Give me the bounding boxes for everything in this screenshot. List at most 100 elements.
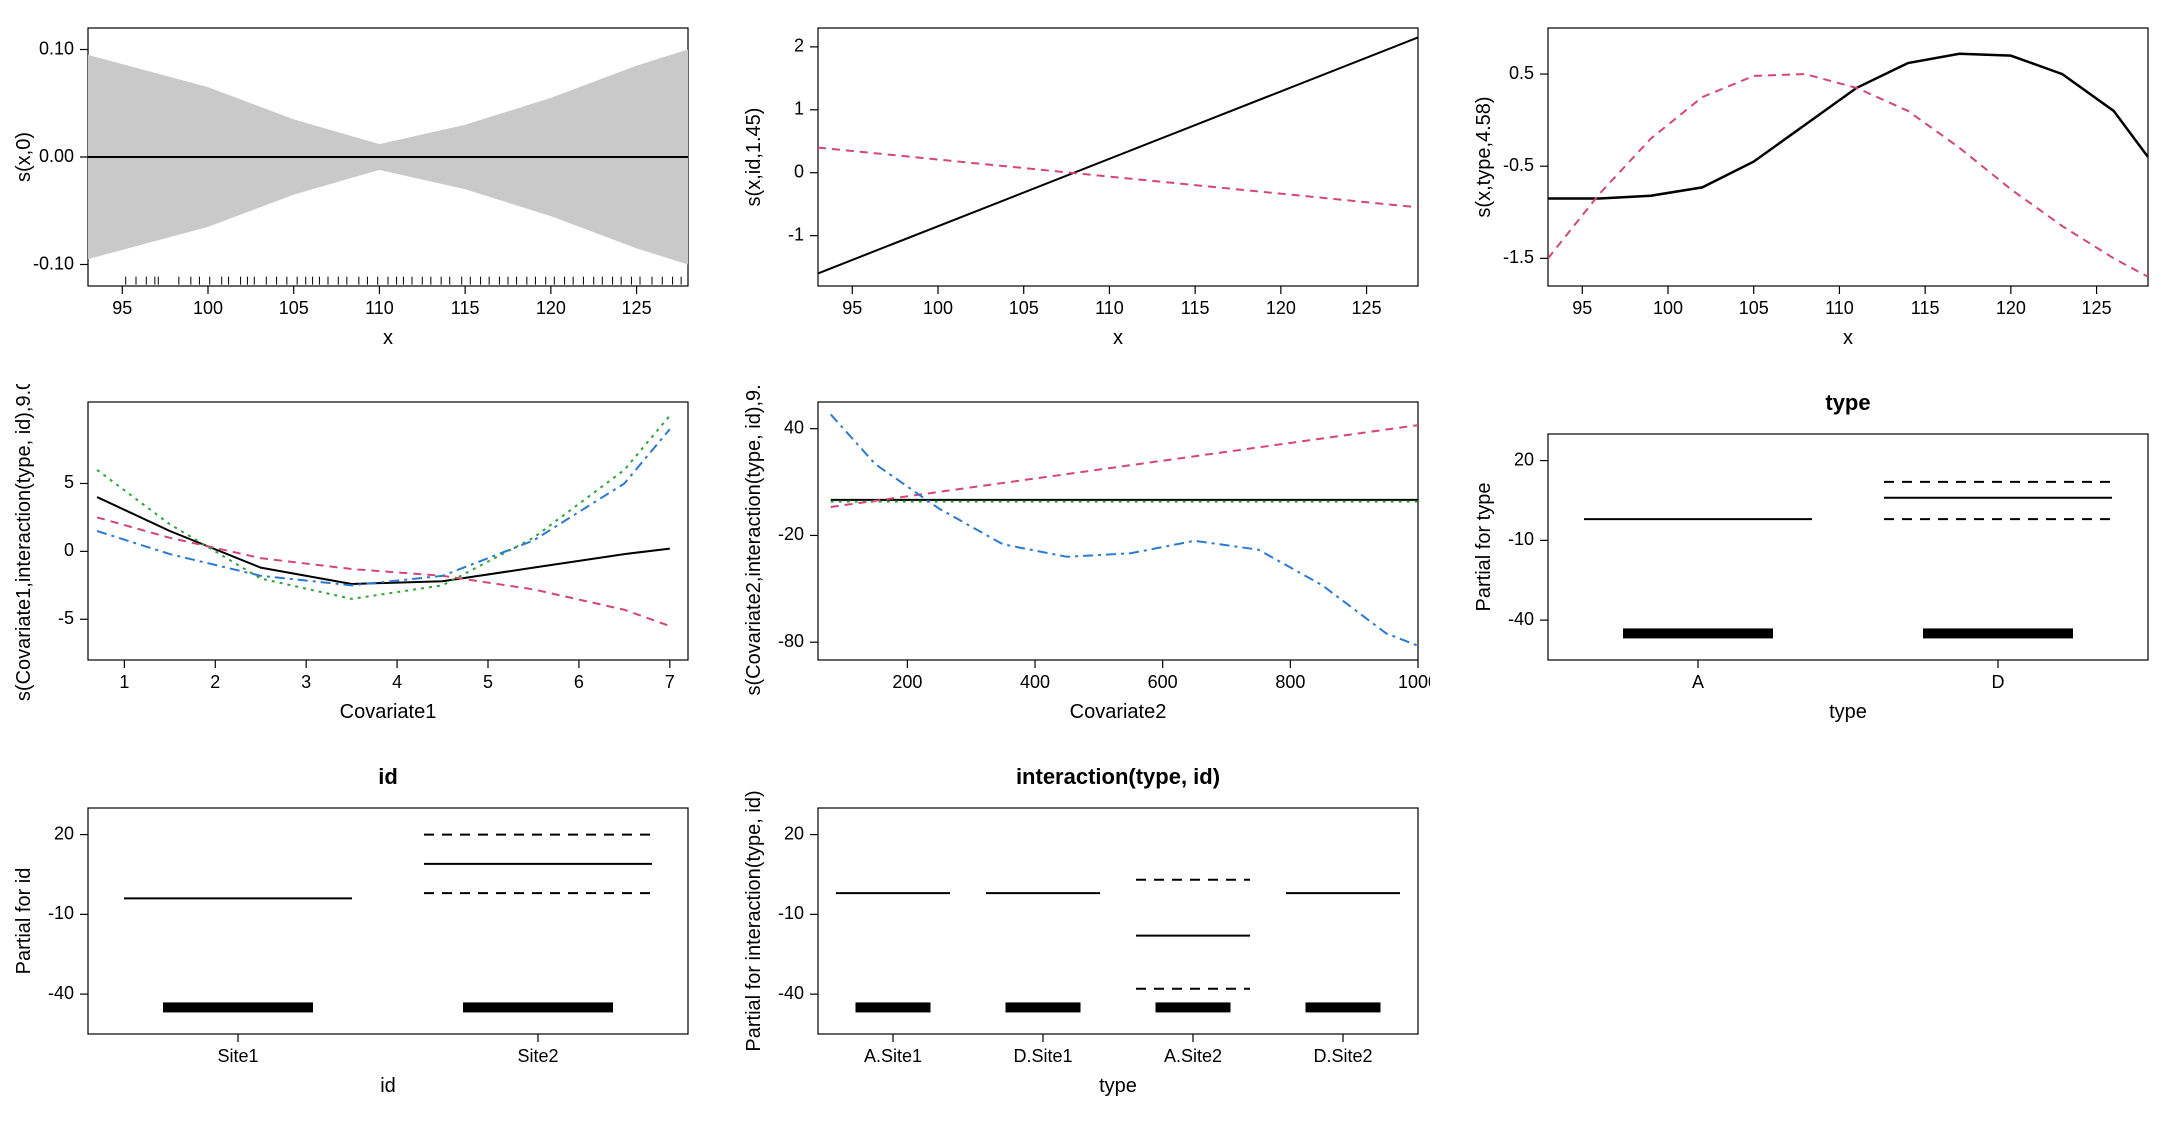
ytick-label: 20 xyxy=(784,823,804,843)
ytick-label: 0.5 xyxy=(1509,63,1534,83)
ylabel: Partial for interaction(type, id) xyxy=(743,790,765,1051)
factor-rug xyxy=(1156,1002,1231,1012)
series-3 xyxy=(97,429,670,585)
xtick-label: 1 xyxy=(119,672,129,692)
xtick-label: D.Site1 xyxy=(1013,1046,1072,1066)
plot-box xyxy=(818,808,1418,1034)
xlabel: id xyxy=(380,1075,396,1097)
xtick-label: 95 xyxy=(842,298,862,318)
xlabel: type xyxy=(1829,701,1867,723)
xtick-label: 800 xyxy=(1275,672,1305,692)
xtick-label: 115 xyxy=(1911,298,1940,318)
plot-title: type xyxy=(1825,390,1870,415)
factor-rug xyxy=(1006,1002,1081,1012)
ylabel: s(x,0) xyxy=(13,132,35,182)
xtick-label: 95 xyxy=(112,298,132,318)
ytick-label: -1 xyxy=(788,224,804,244)
xtick-label: 125 xyxy=(1352,298,1382,318)
plot-title: interaction(type, id) xyxy=(1016,764,1220,789)
ytick-label: -1.5 xyxy=(1503,247,1534,267)
factor-rug xyxy=(163,1002,313,1012)
xlabel: Covariate1 xyxy=(340,701,437,723)
ytick-label: -10 xyxy=(48,903,74,923)
series-2 xyxy=(97,416,670,599)
plot-p6: type-40-1020ADtypePartial for type xyxy=(1470,384,2160,738)
plot-p2: -101295100105110115120125xs(x,id,1.45) xyxy=(740,10,1430,364)
panel-p1: -0.100.000.1095100105110115120125xs(x,0) xyxy=(10,10,700,364)
ytick-label: -40 xyxy=(48,983,74,1003)
xtick-label: 110 xyxy=(365,298,394,318)
series-0 xyxy=(818,37,1418,273)
panel-p5: -80-20402004006008001000Covariate2s(Cova… xyxy=(740,384,1430,738)
ylabel: Partial for id xyxy=(13,868,35,975)
xtick-label: 105 xyxy=(279,298,309,318)
ylabel: Partial for type xyxy=(1473,483,1495,612)
ytick-label: 1 xyxy=(794,99,804,119)
xtick-label: 115 xyxy=(451,298,480,318)
series-1 xyxy=(1548,74,2148,277)
ytick-label: -0.5 xyxy=(1503,155,1534,175)
ytick-label: 40 xyxy=(784,417,804,437)
series-0 xyxy=(1548,54,2148,199)
plot-box xyxy=(818,402,1418,660)
ytick-label: 0.00 xyxy=(39,146,74,166)
ytick-label: 0 xyxy=(64,540,74,560)
ytick-label: 20 xyxy=(1514,449,1534,469)
ylabel: s(Covariate2,interaction(type, id),9.8) xyxy=(743,384,765,696)
plot-box xyxy=(1548,28,2148,286)
xtick-label: 120 xyxy=(1266,298,1296,318)
factor-rug xyxy=(1923,628,2073,638)
factor-rug xyxy=(856,1002,931,1012)
xtick-label: 6 xyxy=(574,672,584,692)
xtick-label: A.Site1 xyxy=(864,1046,922,1066)
plot-box xyxy=(88,402,688,660)
xtick-label: 1000 xyxy=(1398,672,1430,692)
xtick-label: A.Site2 xyxy=(1164,1046,1222,1066)
ytick-label: 0.10 xyxy=(39,38,74,58)
ytick-label: -10 xyxy=(1508,529,1534,549)
plot-p1: -0.100.000.1095100105110115120125xs(x,0) xyxy=(10,10,700,364)
xlabel: x xyxy=(1843,327,1853,349)
xtick-label: 95 xyxy=(1572,298,1592,318)
ytick-label: -80 xyxy=(778,631,804,651)
series-1 xyxy=(97,517,670,626)
ytick-label: 20 xyxy=(54,823,74,843)
factor-rug xyxy=(1306,1002,1381,1012)
xtick-label: 5 xyxy=(483,672,493,692)
xtick-label: 4 xyxy=(392,672,402,692)
factor-rug xyxy=(1623,628,1773,638)
ylabel: s(x,id,1.45) xyxy=(743,108,765,207)
xtick-label: 7 xyxy=(665,672,675,692)
panel-p6: type-40-1020ADtypePartial for type xyxy=(1470,384,2160,738)
ytick-label: -0.10 xyxy=(33,253,74,273)
xtick-label: 100 xyxy=(923,298,953,318)
xtick-label: 125 xyxy=(2082,298,2112,318)
ytick-label: -10 xyxy=(778,903,804,923)
xtick-label: 2 xyxy=(210,672,220,692)
plot-p4: -5051234567Covariate1s(Covariate1,intera… xyxy=(10,384,700,738)
xtick-label: D.Site2 xyxy=(1313,1046,1372,1066)
xtick-label: A xyxy=(1692,672,1704,692)
panel-p3: -1.5-0.50.595100105110115120125xs(x,type… xyxy=(1470,10,2160,364)
panel-p8: interaction(type, id)-40-1020A.Site1D.Si… xyxy=(740,758,1430,1112)
ytick-label: -5 xyxy=(58,608,74,628)
plot-box xyxy=(1548,434,2148,660)
series-1 xyxy=(818,148,1418,208)
series-3 xyxy=(831,414,1418,645)
xtick-label: Site2 xyxy=(517,1046,558,1066)
xlabel: x xyxy=(383,327,393,349)
xtick-label: 3 xyxy=(301,672,311,692)
plot-p8: interaction(type, id)-40-1020A.Site1D.Si… xyxy=(740,758,1430,1112)
ylabel: s(x,type,4.58) xyxy=(1473,96,1495,217)
xtick-label: 600 xyxy=(1148,672,1178,692)
ytick-label: -40 xyxy=(1508,609,1534,629)
ytick-label: -20 xyxy=(778,524,804,544)
xlabel: x xyxy=(1113,327,1123,349)
plot-p3: -1.5-0.50.595100105110115120125xs(x,type… xyxy=(1470,10,2160,364)
xtick-label: 120 xyxy=(1996,298,2026,318)
plot-p5: -80-20402004006008001000Covariate2s(Cova… xyxy=(740,384,1430,738)
xtick-label: 115 xyxy=(1181,298,1210,318)
panel-p7: id-40-1020Site1Site2idPartial for id xyxy=(10,758,700,1112)
xlabel: Covariate2 xyxy=(1070,701,1167,723)
xtick-label: 105 xyxy=(1739,298,1769,318)
